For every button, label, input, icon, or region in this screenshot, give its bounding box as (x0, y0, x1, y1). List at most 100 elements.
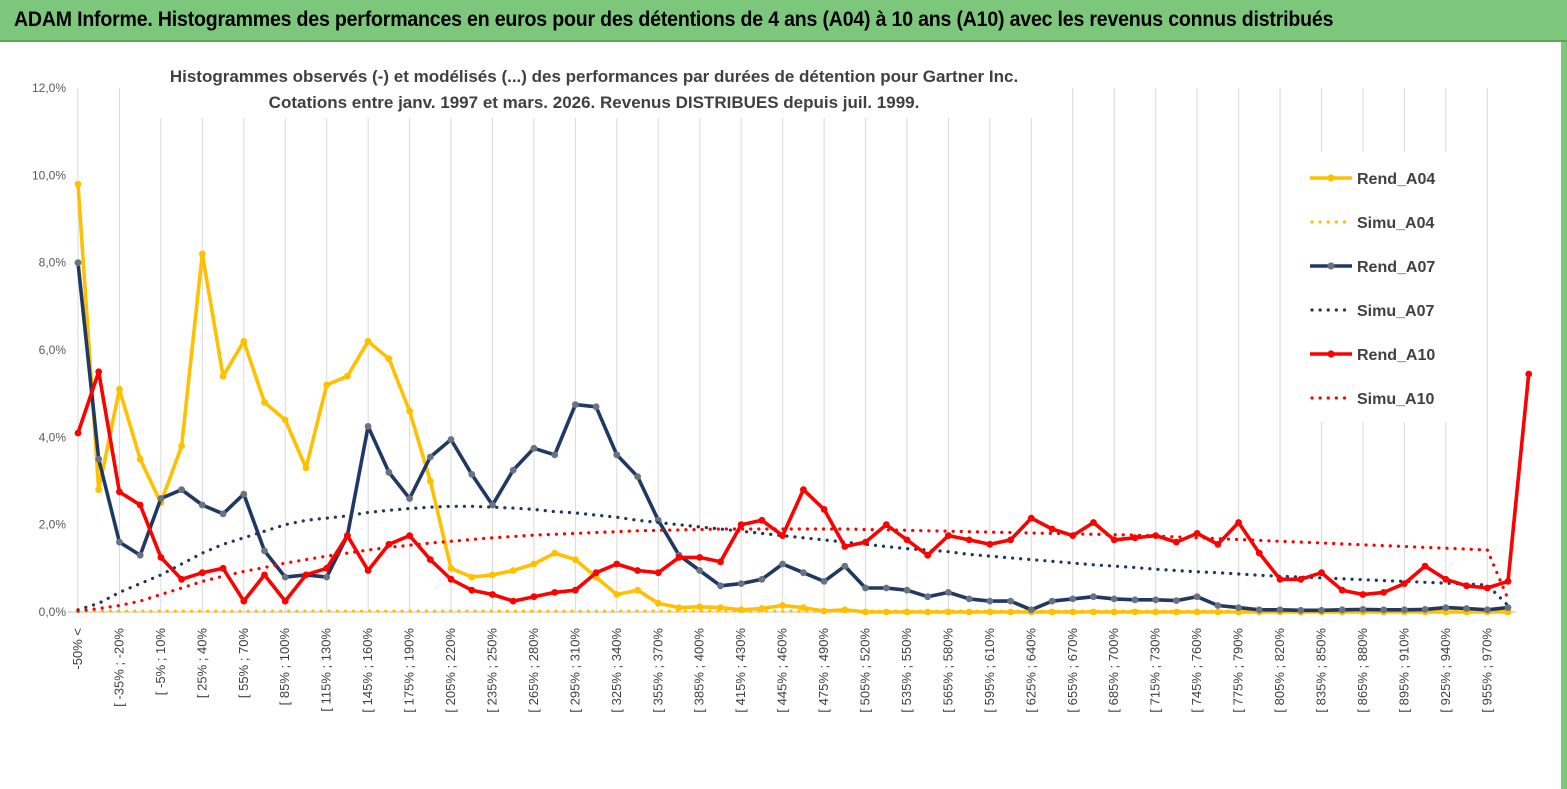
data-point (1297, 606, 1305, 614)
data-point (1359, 591, 1367, 598)
data-point (364, 423, 372, 430)
data-point (468, 471, 476, 478)
legend: Rend_A04 Simu_A04 Rend_A07 Simu_A07 Rend_A10… (1310, 171, 1435, 408)
data-point (1483, 606, 1491, 614)
data-point (1173, 608, 1180, 616)
x-tick-label: [ 835% ; 850% (1313, 628, 1328, 713)
data-point (1173, 597, 1180, 604)
report-title: ADAM Informe. Histogrammes des performan… (14, 8, 1334, 31)
y-tick-label: 2,0% (39, 518, 67, 532)
data-point (509, 567, 517, 574)
data-point (95, 368, 103, 376)
data-point (1193, 593, 1201, 601)
data-point (468, 586, 476, 594)
data-point (240, 597, 248, 605)
series-lines (74, 180, 1533, 616)
data-point (779, 602, 786, 609)
data-point (136, 501, 144, 509)
x-axis-tick-labels: -50% < [ -35% ; -20% [ -5% ; 10% [ 25% ; 40… (70, 628, 1494, 713)
data-point (675, 604, 683, 611)
data-point (198, 501, 206, 509)
data-point (945, 608, 952, 616)
data-point (489, 501, 496, 509)
x-tick-label: [ 355% ; 370% (650, 628, 665, 713)
x-tick-label: [ 685% ; 700% (1106, 628, 1121, 713)
chart-title: Histogrammes observés (-) et modélisés (… (170, 67, 1018, 86)
data-point (1069, 595, 1077, 603)
data-point (426, 453, 434, 461)
legend-label: Rend_A07 (1357, 259, 1435, 276)
data-point (178, 442, 186, 450)
data-point (157, 495, 165, 502)
report-banner: ADAM Informe. Histogrammes des performan… (0, 0, 1567, 42)
data-point (1401, 580, 1408, 587)
data-point (302, 464, 310, 472)
data-point (1276, 575, 1284, 583)
data-point (178, 486, 186, 494)
data-point (1318, 606, 1325, 614)
legend-item-simu-a07: Simu_A07 (1310, 303, 1434, 320)
series-line-simu-a10 (76, 527, 1510, 613)
series-simu-a07 (76, 504, 1510, 612)
data-point (74, 259, 82, 267)
frame-border-right (1561, 42, 1567, 789)
data-point (178, 575, 186, 583)
data-point (634, 473, 641, 480)
legend-item-simu-a04: Simu_A04 (1310, 215, 1434, 232)
data-point (198, 569, 206, 577)
chart-title-background (152, 58, 1036, 118)
data-point (1338, 606, 1346, 614)
data-point (385, 468, 393, 476)
data-point (364, 567, 372, 574)
data-point (344, 372, 351, 380)
data-point (1193, 530, 1201, 537)
data-point (1380, 606, 1388, 614)
data-point (1359, 606, 1367, 613)
data-point (261, 547, 268, 555)
data-point (592, 569, 600, 577)
data-point (509, 597, 517, 605)
x-tick-label: [ 415% ; 430% (733, 628, 748, 713)
data-point (281, 416, 289, 424)
data-point (779, 532, 786, 539)
x-tick-label: [ 715% ; 730% (1148, 628, 1163, 713)
data-point (717, 558, 724, 566)
data-point (261, 399, 268, 406)
data-point (1214, 602, 1222, 609)
data-point (820, 506, 828, 513)
data-point (447, 564, 455, 572)
data-point (1318, 569, 1325, 577)
x-tick-label: [ 895% ; 910% (1396, 628, 1411, 713)
data-point (136, 455, 144, 463)
data-point (841, 562, 849, 570)
data-point (74, 180, 82, 188)
data-point (696, 603, 704, 611)
series-line-rend-a04 (76, 183, 1508, 614)
x-tick-label: [ 565% ; 580% (940, 628, 955, 713)
legend-label: Simu_A04 (1357, 215, 1434, 232)
data-point (116, 538, 123, 546)
data-point (468, 573, 476, 581)
data-point (1463, 582, 1470, 590)
x-tick-label: [ 535% ; 550% (899, 628, 914, 713)
data-point (1483, 584, 1491, 592)
data-point (406, 407, 413, 415)
data-point (758, 575, 766, 583)
data-point (1090, 519, 1097, 526)
data-point (1235, 604, 1242, 611)
data-point (406, 495, 413, 502)
data-point (489, 571, 496, 579)
y-axis-tick-labels: 0,0% 2,0% 4,0% 6,0% 8,0% 10,0% 12,0% (32, 81, 66, 619)
data-point (364, 337, 372, 345)
data-point (654, 569, 662, 577)
data-point (1173, 538, 1180, 546)
data-point (675, 554, 683, 561)
x-tick-label: [ 205% ; 220% (443, 628, 458, 713)
data-point (344, 532, 351, 539)
data-point (1110, 595, 1118, 603)
data-point (903, 536, 911, 544)
data-point (820, 578, 828, 585)
data-point (572, 401, 579, 408)
data-point (489, 591, 496, 598)
x-tick-label: -50% < (70, 628, 85, 670)
